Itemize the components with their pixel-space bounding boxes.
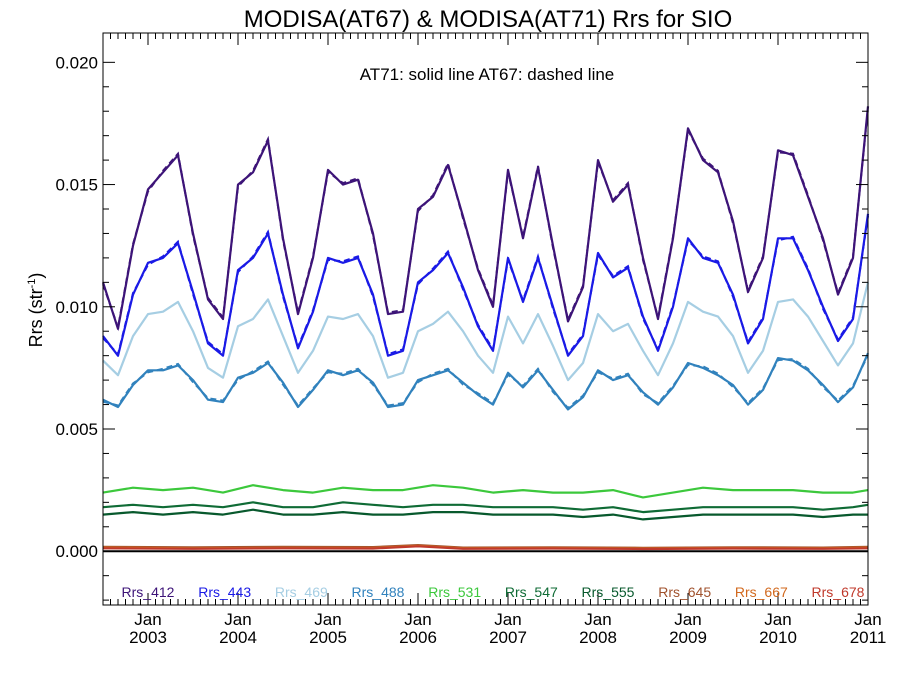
y-axis-label: Rrs (str-1) bbox=[26, 273, 46, 348]
legend-entry-rrs-531: Rrs_531 bbox=[428, 584, 481, 600]
x-tick-label-month: Jan bbox=[584, 610, 611, 629]
legend-entry-rrs-678: Rrs_678 bbox=[812, 584, 865, 600]
x-tick-label-month: Jan bbox=[494, 610, 521, 629]
y-axis-label-main: Rrs (str bbox=[26, 288, 46, 347]
x-tick-label-month: Jan bbox=[314, 610, 341, 629]
x-tick-label-year: 2009 bbox=[669, 628, 707, 647]
x-tick-label-year: 2003 bbox=[129, 628, 167, 647]
x-tick-label-month: Jan bbox=[134, 610, 161, 629]
x-tick-label-year: 2005 bbox=[309, 628, 347, 647]
x-tick-label-year: 2008 bbox=[579, 628, 617, 647]
legend-entry-rrs-645: Rrs_645 bbox=[658, 584, 711, 600]
legend-entry-rrs-547: Rrs_547 bbox=[505, 584, 558, 600]
x-tick-label-month: Jan bbox=[674, 610, 701, 629]
legend: Rrs_412 Rrs_443 Rrs_469 Rrs_488 Rrs_531 Rrs_5… bbox=[122, 584, 865, 600]
y-axis-label-sup: -1 bbox=[26, 279, 38, 289]
series-line-rrs-412 bbox=[101, 106, 870, 330]
plot-frame bbox=[102, 32, 869, 606]
legend-entry-rrs-443: Rrs_443 bbox=[198, 584, 251, 600]
series-line-rrs-678 bbox=[102, 545, 869, 551]
y-tick-label: 0.000 bbox=[55, 542, 98, 561]
x-tick-label-month: Jan bbox=[764, 610, 791, 629]
x-tick-label-year: 2006 bbox=[399, 628, 437, 647]
y-tick-label: 0.005 bbox=[55, 420, 98, 439]
chart-title: MODISA(AT67) & MODISA(AT71) Rrs for SIO bbox=[244, 6, 733, 33]
legend-entry-rrs-555: Rrs_555 bbox=[582, 584, 635, 600]
legend-entry-rrs-488: Rrs_488 bbox=[352, 584, 405, 600]
axes-layer: 0.0000.0050.0100.0150.020Jan2003Jan2004J… bbox=[55, 32, 887, 647]
series-line-rrs-547 bbox=[102, 501, 869, 514]
series-line-rrs-469 bbox=[102, 282, 870, 382]
y-tick-label: 0.015 bbox=[55, 176, 98, 195]
x-tick-label-year: 2007 bbox=[489, 628, 527, 647]
y-tick-label: 0.020 bbox=[55, 53, 98, 72]
legend-entry-rrs-469: Rrs_469 bbox=[275, 584, 328, 600]
x-tick-label-year: 2004 bbox=[219, 628, 257, 647]
x-tick-label-year: 2011 bbox=[850, 628, 887, 647]
series-line-rrs-555 bbox=[102, 508, 868, 521]
legend-entry-rrs-667: Rrs_667 bbox=[735, 584, 788, 600]
series-dashed-line-rrs-412 bbox=[102, 108, 869, 332]
x-tick-label-month: Jan bbox=[404, 610, 431, 629]
x-tick-label-year: 2010 bbox=[759, 628, 797, 647]
y-tick-label: 0.010 bbox=[55, 298, 98, 317]
series-dashed-line-rrs-443 bbox=[102, 215, 869, 357]
x-tick-label-month: Jan bbox=[224, 610, 251, 629]
x-tick-label-month: Jan bbox=[854, 610, 881, 629]
legend-entry-rrs-412: Rrs_412 bbox=[122, 584, 175, 600]
series-dashed-line-rrs-488 bbox=[102, 354, 869, 410]
series-line-rrs-531 bbox=[102, 484, 869, 499]
series-line-rrs-488 bbox=[102, 352, 870, 411]
series-layer bbox=[101, 106, 870, 551]
chart-annotation: AT71: solid line AT67: dashed line bbox=[360, 65, 615, 84]
y-axis-label-close: ) bbox=[26, 273, 46, 279]
